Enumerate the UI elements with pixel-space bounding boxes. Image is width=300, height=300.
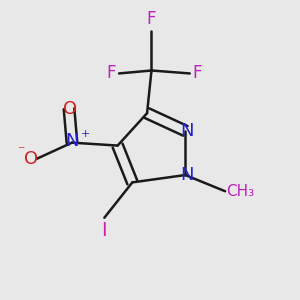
Text: N: N: [180, 166, 194, 184]
Text: +: +: [81, 129, 90, 140]
Text: I: I: [101, 221, 107, 240]
Text: O: O: [24, 150, 38, 168]
Text: F: F: [193, 64, 202, 82]
Text: F: F: [106, 64, 116, 82]
Text: F: F: [147, 10, 156, 28]
Text: CH₃: CH₃: [226, 184, 255, 199]
Text: ⁻: ⁻: [17, 145, 24, 158]
Text: O: O: [63, 100, 78, 118]
Text: N: N: [180, 122, 194, 140]
Text: N: N: [65, 132, 79, 150]
